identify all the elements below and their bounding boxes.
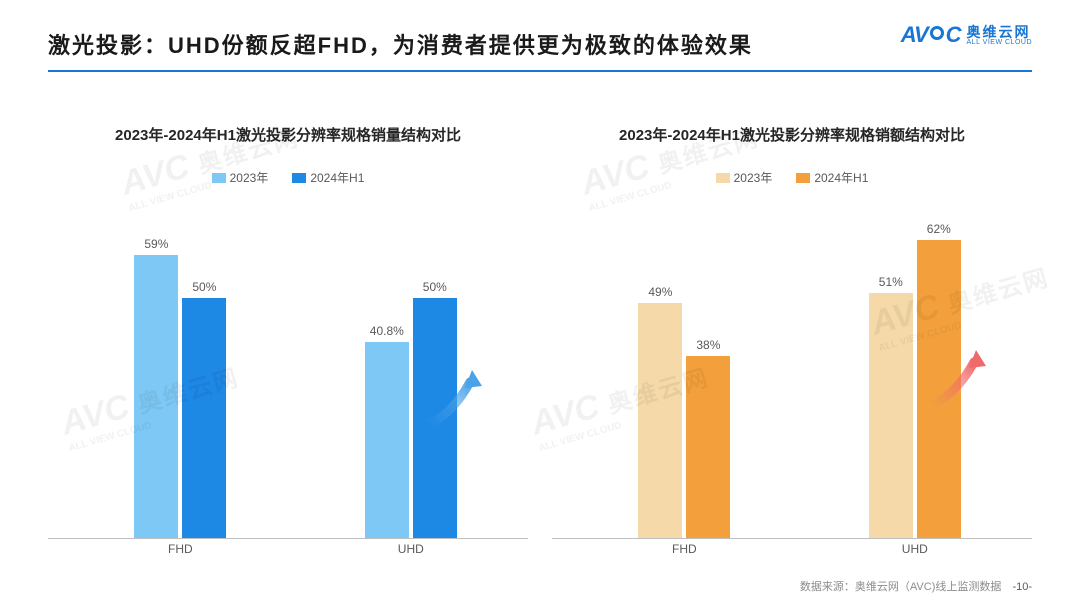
bar-value-label: 49% [648,285,672,299]
axis-baseline [552,538,1032,539]
legend-label: 2023年 [230,169,269,186]
brand-logo: AV C 奥维云网 ALL VIEW CLOUD [901,22,1032,48]
bar-group: 59%50% [134,255,226,538]
chart-1: 2023年-2024年H1激光投影分辨率规格销额结构对比 2023年 2024年H1… [552,96,1032,560]
chart-legend: 2023年 2024年H1 [212,169,365,186]
legend-swatch [212,173,226,183]
legend-item: 2024年H1 [292,169,364,186]
logo-text-c: C [946,22,961,48]
legend-label: 2023年 [734,169,773,186]
bar: 40.8% [365,342,409,538]
bar-value-label: 59% [144,237,168,251]
data-source: 数据来源：奥维云网（AVC)线上监测数据 [800,581,1001,593]
chart-plot: 49%38%FHD51%62%UHD [552,202,1032,560]
footer: 数据来源：奥维云网（AVC)线上监测数据 -10- [800,578,1032,594]
category-label: UHD [869,542,961,556]
legend-swatch [796,173,810,183]
axis-baseline [48,538,528,539]
legend-item: 2024年H1 [796,169,868,186]
bar-value-label: 50% [423,280,447,294]
bar: 49% [638,303,682,538]
bar: 38% [686,356,730,538]
legend-swatch [292,173,306,183]
category-label: FHD [638,542,730,556]
bar: 51% [869,293,913,538]
logo-text-av: AV [901,22,928,48]
bar-group: 49%38% [638,303,730,538]
charts-row: 2023年-2024年H1激光投影分辨率规格销量结构对比 2023年 2024年H1… [48,96,1032,560]
logo-en-text: ALL VIEW CLOUD [967,39,1032,46]
legend-item: 2023年 [716,169,773,186]
logo-cn-block: 奥维云网 ALL VIEW CLOUD [967,25,1032,46]
legend-label: 2024年H1 [310,169,364,186]
chart-legend: 2023年 2024年H1 [716,169,869,186]
header: 激光投影：UHD份额反超FHD，为消费者提供更为极致的体验效果 AV C 奥维云… [48,28,1032,72]
bar-value-label: 38% [696,338,720,352]
category-label: UHD [365,542,457,556]
header-rule [48,70,1032,72]
logo-ring-icon [930,26,944,40]
trend-arrow-icon [422,360,492,430]
chart-plot: 59%50%FHD40.8%50%UHD [48,202,528,560]
bar: 50% [182,298,226,538]
category-label: FHD [134,542,226,556]
bar-value-label: 50% [192,280,216,294]
legend-label: 2024年H1 [814,169,868,186]
logo-cn-text: 奥维云网 [967,25,1032,39]
bar-value-label: 51% [879,275,903,289]
trend-arrow-icon [926,340,996,410]
bar: 59% [134,255,178,538]
legend-item: 2023年 [212,169,269,186]
legend-swatch [716,173,730,183]
chart-title: 2023年-2024年H1激光投影分辨率规格销额结构对比 [619,124,965,145]
chart-title: 2023年-2024年H1激光投影分辨率规格销量结构对比 [115,124,461,145]
chart-0: 2023年-2024年H1激光投影分辨率规格销量结构对比 2023年 2024年H1… [48,96,528,560]
page-title: 激光投影：UHD份额反超FHD，为消费者提供更为极致的体验效果 [48,28,1032,60]
page-number: -10- [1012,581,1032,593]
bar-value-label: 40.8% [370,324,404,338]
slide: 激光投影：UHD份额反超FHD，为消费者提供更为极致的体验效果 AV C 奥维云… [0,0,1080,608]
bar-value-label: 62% [927,222,951,236]
